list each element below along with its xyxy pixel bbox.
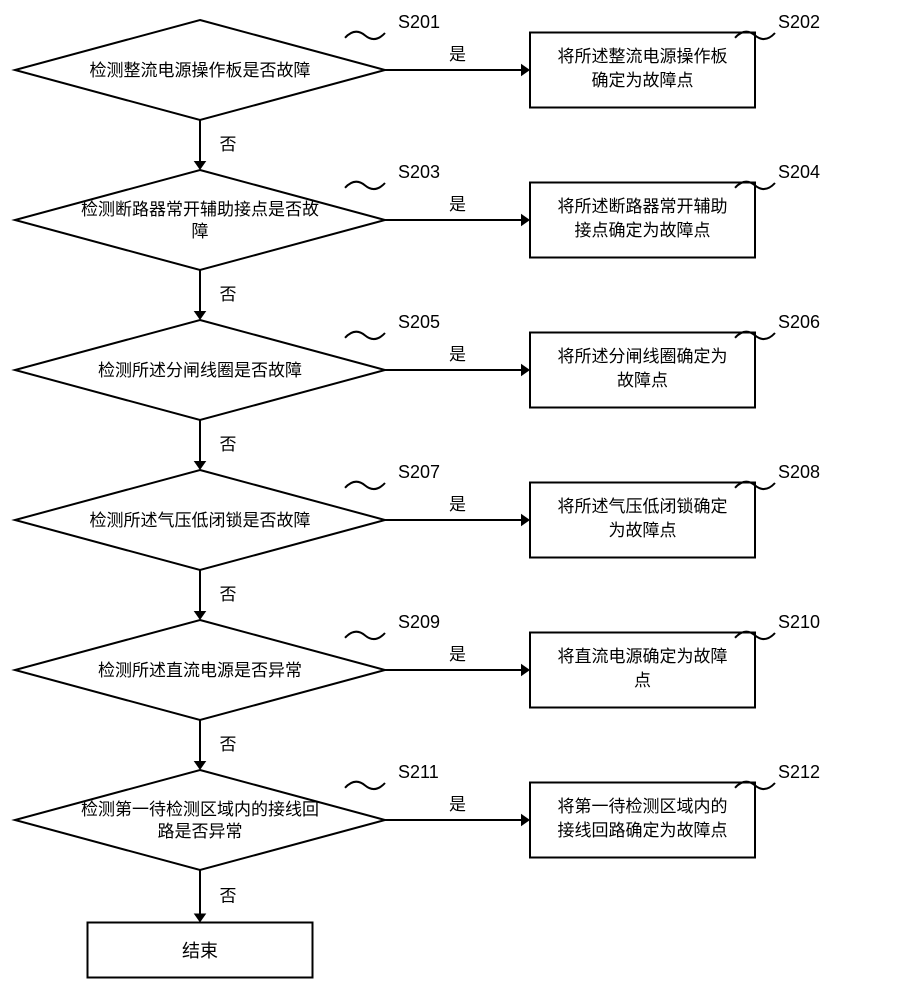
label-text: 是 [449, 345, 466, 364]
label-text: S202 [778, 12, 820, 32]
label-text: S208 [778, 462, 820, 482]
label-text: 确定为故障点 [592, 71, 694, 90]
label-text: 否 [220, 285, 237, 304]
tick-mark-icon [345, 332, 385, 339]
label-text: S210 [778, 612, 820, 632]
tick-mark-icon [345, 32, 385, 39]
label-text: 将直流电源确定为故障 [558, 647, 728, 666]
label-text: 否 [220, 735, 237, 754]
label-text: 检测断路器常开辅助接点是否故 [81, 200, 319, 219]
label-text: 检测所述气压低闭锁是否故障 [90, 511, 311, 530]
tick-mark-icon [345, 632, 385, 639]
arrow-head-icon [194, 161, 207, 170]
label-text: 障 [192, 222, 209, 241]
step-label-decision: S211 [398, 762, 439, 782]
label-text: 是 [449, 645, 466, 664]
arrow-head-icon [194, 311, 207, 320]
label-text: 检测所述分闸线圈是否故障 [98, 361, 302, 380]
tick-mark-icon [345, 782, 385, 789]
tick-mark-icon [345, 182, 385, 189]
label-text: 是 [449, 195, 466, 214]
label-text: 将所述断路器常开辅助 [558, 197, 728, 216]
process-box [530, 783, 755, 858]
label-text: 路是否异常 [158, 822, 243, 841]
step-label-decision: S203 [398, 162, 440, 182]
label-text: 检测第一待检测区域内的接线回 [81, 800, 319, 819]
arrow-head-icon [521, 64, 530, 77]
process-box [530, 483, 755, 558]
arrow-head-icon [194, 611, 207, 620]
arrow-head-icon [521, 514, 530, 527]
arrow-head-icon [194, 461, 207, 470]
arrow-head-icon [194, 914, 207, 923]
arrow-head-icon [194, 761, 207, 770]
process-box [530, 633, 755, 708]
label-text: 是 [449, 45, 466, 64]
label-text: 否 [220, 585, 237, 604]
arrow-head-icon [521, 664, 530, 677]
label-text: 否 [220, 135, 237, 154]
step-label-decision: S201 [398, 12, 440, 32]
arrow-head-icon [521, 814, 530, 827]
arrow-head-icon [521, 364, 530, 377]
label-text: 为故障点 [609, 521, 677, 540]
label-text: S206 [778, 312, 820, 332]
label-text: 检测所述直流电源是否异常 [98, 661, 302, 680]
label-text: 是 [449, 495, 466, 514]
process-box [530, 33, 755, 108]
step-label-decision: S209 [398, 612, 440, 632]
label-text: 点 [634, 671, 651, 690]
step-label-decision: S207 [398, 462, 440, 482]
label-text: 接点确定为故障点 [575, 221, 711, 240]
label-text: 否 [220, 886, 237, 905]
label-text: S212 [778, 762, 820, 782]
label-text: S204 [778, 162, 820, 182]
label-text: 将所述整流电源操作板 [558, 47, 728, 66]
process-box [530, 333, 755, 408]
label-text: 接线回路确定为故障点 [558, 821, 728, 840]
step-label-decision: S205 [398, 312, 440, 332]
tick-mark-icon [345, 482, 385, 489]
decision-diamond [15, 770, 385, 870]
arrow-head-icon [521, 214, 530, 227]
label-text: 将第一待检测区域内的 [558, 797, 728, 816]
label-text: 故障点 [617, 371, 668, 390]
label-text: 否 [220, 435, 237, 454]
label-text: 检测整流电源操作板是否故障 [90, 61, 311, 80]
label-text: 将所述气压低闭锁确定 [558, 497, 728, 516]
label-text: 结束 [182, 941, 218, 961]
label-text: 将所述分闸线圈确定为 [558, 347, 728, 366]
process-box [530, 183, 755, 258]
decision-diamond [15, 170, 385, 270]
label-text: 是 [449, 795, 466, 814]
